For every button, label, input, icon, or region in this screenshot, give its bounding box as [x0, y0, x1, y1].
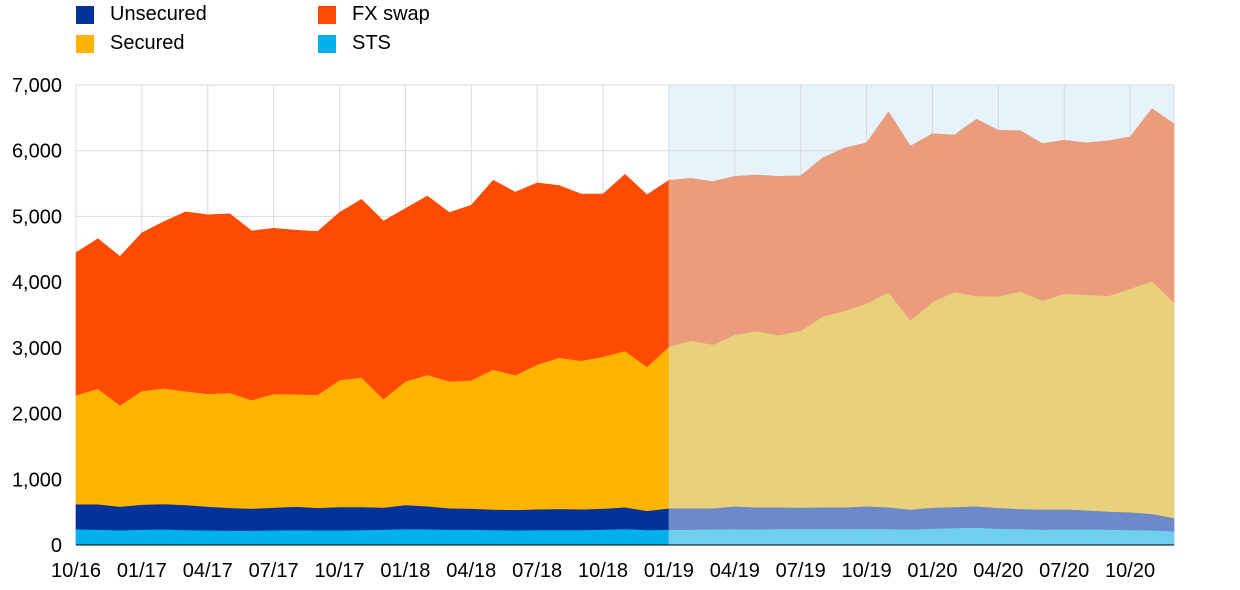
x-tick-label: 07/20 [1039, 560, 1089, 582]
area-sts-actual [75, 528, 670, 546]
legend-label-unsecured: Unsecured [110, 3, 207, 25]
legend-item-sts: STS [318, 32, 391, 55]
area-layer [75, 108, 1175, 546]
y-tick-label: 2,000 [12, 404, 62, 426]
x-tick-label: 07/19 [776, 560, 826, 582]
legend-swatch-secured [76, 34, 94, 53]
chart-legend: Unsecured FX swap Secured STS [0, 0, 1240, 60]
y-tick-label: 0 [51, 535, 62, 557]
x-tick-label: 04/18 [446, 560, 496, 582]
legend-label-sts: STS [352, 32, 391, 54]
x-tick-label: 04/19 [710, 560, 760, 582]
y-tick-label: 7,000 [12, 75, 62, 97]
x-tick-label: 07/18 [512, 560, 562, 582]
x-tick-label: 01/18 [380, 560, 430, 582]
y-tick-labels: 0 1,000 2,000 3,000 4,000 5,000 6,000 7,000 [12, 75, 62, 557]
x-tick-label: 10/17 [314, 560, 364, 582]
y-tick-label: 6,000 [12, 141, 62, 163]
y-tick-label: 4,000 [12, 272, 62, 294]
x-tick-label: 10/19 [842, 560, 892, 582]
x-tick-label: 04/20 [973, 560, 1023, 582]
legend-swatch-sts [318, 34, 336, 53]
x-tick-label: 04/17 [183, 560, 233, 582]
x-tick-label: 01/17 [117, 560, 167, 582]
legend-swatch-unsecured [76, 5, 94, 24]
legend-label-fx-swap: FX swap [352, 3, 430, 25]
x-tick-label: 10/18 [578, 560, 628, 582]
x-tick-label: 10/20 [1105, 560, 1155, 582]
x-tick-label: 01/19 [644, 560, 694, 582]
x-tick-label: 10/16 [51, 560, 101, 582]
y-tick-label: 5,000 [12, 206, 62, 228]
legend-item-fx-swap: FX swap [318, 3, 430, 26]
legend-swatch-fx-swap [318, 5, 336, 24]
legend-item-secured: Secured [76, 32, 185, 55]
legend-item-unsecured: Unsecured [76, 3, 207, 26]
x-tick-label: 07/17 [249, 560, 299, 582]
area-fx-swap-projection [668, 108, 1175, 347]
x-tick-label: 01/20 [907, 560, 957, 582]
legend-label-secured: Secured [110, 32, 185, 54]
y-tick-label: 1,000 [12, 469, 62, 491]
y-tick-label: 3,000 [12, 338, 62, 360]
area-sts-projection [668, 527, 1175, 546]
x-tick-labels: 10/16 01/17 04/17 07/17 10/17 01/18 04/18 07/18… [51, 560, 1155, 582]
